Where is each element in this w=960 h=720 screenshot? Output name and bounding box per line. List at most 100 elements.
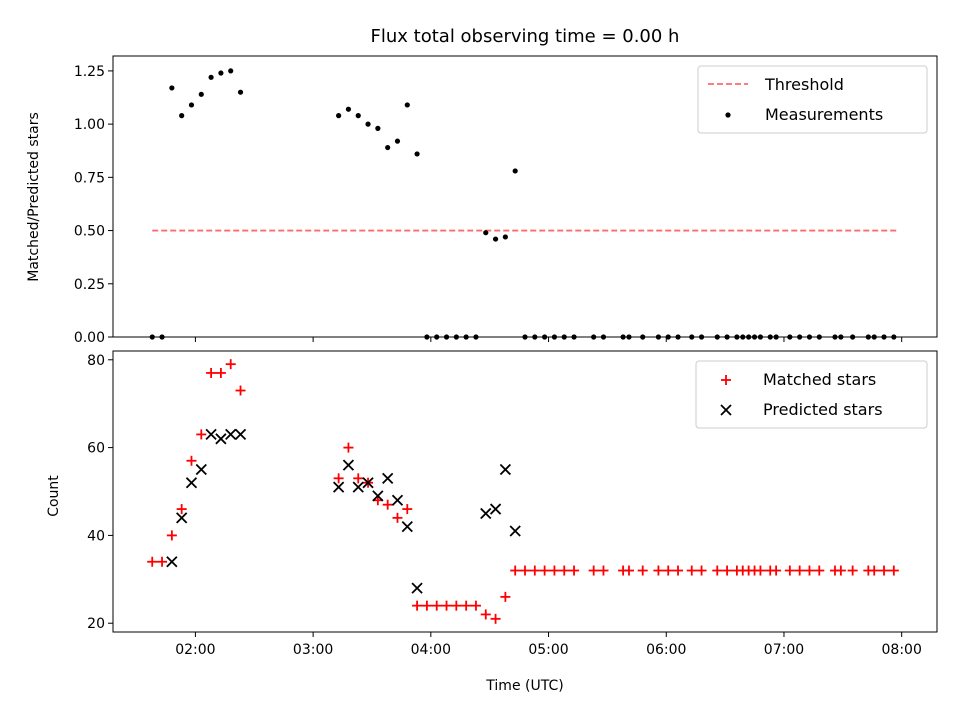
legend-threshold-label: Threshold [764, 75, 844, 94]
legend-matched-swatch [721, 375, 731, 385]
top-y-tick-label: 1.25 [74, 64, 105, 80]
bottom-y-tick-label: 20 [87, 616, 105, 632]
bottom-y-tick-label: 80 [87, 353, 105, 369]
matched-star-point [637, 565, 648, 576]
bottom-axes-frame [112, 350, 938, 633]
matched-star-point [166, 530, 177, 541]
measurement-point [483, 230, 489, 236]
legend-measurements-swatch [725, 112, 731, 118]
matched-star-point [549, 565, 560, 576]
matched-star-point [623, 565, 634, 576]
measurement-point [208, 74, 214, 80]
legend-matched-label: Matched stars [763, 370, 876, 389]
measurement-point [228, 68, 234, 74]
matched-star-point [470, 600, 481, 611]
matched-star-point [392, 512, 403, 523]
matched-star-point [686, 565, 697, 576]
matched-star-point [653, 565, 664, 576]
matched-star-point [784, 565, 795, 576]
predicted-star-point [195, 463, 207, 476]
legend-predicted-label: Predicted stars [763, 400, 883, 419]
top-y-tick-label: 0.50 [74, 224, 105, 240]
top-legend-box [697, 65, 928, 134]
top-y-ticks: 0.00 0.25 0.50 0.75 1.00 1.25 [74, 64, 113, 346]
matched-star-point [879, 565, 890, 576]
matched-star-point [722, 565, 733, 576]
bottom-y-ticks: 20 40 60 80 [87, 353, 113, 632]
predicted-star-point [362, 477, 374, 489]
matched-star-point [441, 600, 452, 611]
matched-star-point [225, 359, 236, 370]
chart-title: Flux total observing time = 0.00 h [371, 26, 680, 47]
matched-star-point [353, 473, 364, 484]
predicted-star-point [185, 477, 198, 489]
measurement-point [404, 102, 410, 108]
predicted-star-point [372, 490, 384, 502]
matched-star-point [520, 565, 530, 576]
top-y-label: Matched/Predicted stars [26, 112, 42, 282]
predicted-star-point [205, 428, 217, 441]
matched-star-point [431, 600, 442, 611]
predicted-star-point [215, 433, 227, 445]
measurement-point [336, 113, 342, 119]
measurement-point [169, 85, 175, 91]
matched-star-point [382, 499, 393, 510]
matched-star-point [196, 429, 207, 440]
predicted-star-point [391, 494, 404, 506]
matched-star-point [559, 565, 570, 576]
predicted-star-point [166, 556, 178, 568]
legend-measurements-label: Measurements [765, 105, 883, 124]
bottom-legend: Matched stars Predicted stars [695, 360, 928, 429]
matched-star-point [794, 565, 805, 576]
measurement-point [492, 236, 499, 242]
measurement-point [237, 89, 244, 95]
matched-star-point [663, 565, 674, 576]
matched-star-point [451, 600, 462, 611]
x-tick-label: 05:00 [528, 642, 568, 658]
measurement-point [355, 113, 361, 119]
matched-star-point [835, 565, 846, 576]
bottom-legend-box [695, 360, 928, 429]
matched-star-point [510, 565, 521, 576]
matched-star-point [673, 565, 684, 576]
matched-star-point [696, 565, 707, 576]
predicted-star-point [499, 463, 512, 476]
bottom-y-tick-label: 60 [87, 441, 105, 457]
bottom-x-ticks: 02:00 03:00 04:00 05:00 06:00 07:00 08:00 [175, 632, 922, 658]
matched-star-point [598, 565, 609, 576]
top-y-tick-label: 0.00 [74, 330, 105, 346]
matched-star-point [814, 565, 825, 576]
matched-star-point [157, 556, 168, 567]
matched-star-point [343, 442, 354, 453]
top-y-tick-label: 1.00 [74, 117, 105, 133]
x-axis-label: Time (UTC) [485, 678, 563, 694]
legend-predicted-swatch [720, 404, 732, 416]
matched-star-point [235, 385, 246, 396]
predicted-star-point [176, 512, 188, 524]
predicted-star-point [234, 428, 247, 441]
top-y-tick-label: 0.25 [74, 277, 105, 293]
predicted-star-point [480, 507, 492, 520]
bottom-y-label: Count [46, 475, 62, 517]
top-axes-frame [112, 55, 938, 338]
measurement-point [188, 102, 195, 108]
predicted-star-point [225, 428, 237, 441]
matched-star-point [771, 565, 782, 576]
predicted-star-point [489, 503, 502, 515]
matched-star-point [712, 565, 723, 576]
measurement-point [198, 91, 204, 97]
measurement-point [414, 151, 420, 157]
measurement-point [179, 113, 185, 119]
measurement-point [365, 121, 371, 127]
matched-star-point [569, 565, 580, 576]
x-tick-label: 03:00 [293, 642, 333, 658]
top-panel: Flux total observing time = 0.00 h Match… [26, 26, 938, 346]
matched-star-point [215, 367, 226, 378]
x-tick-label: 08:00 [882, 642, 922, 658]
matched-star-point [480, 609, 491, 620]
x-tick-label: 06:00 [646, 642, 686, 658]
measurement-point [502, 234, 508, 240]
matched-star-point [402, 504, 413, 515]
matched-star-point [421, 600, 432, 611]
